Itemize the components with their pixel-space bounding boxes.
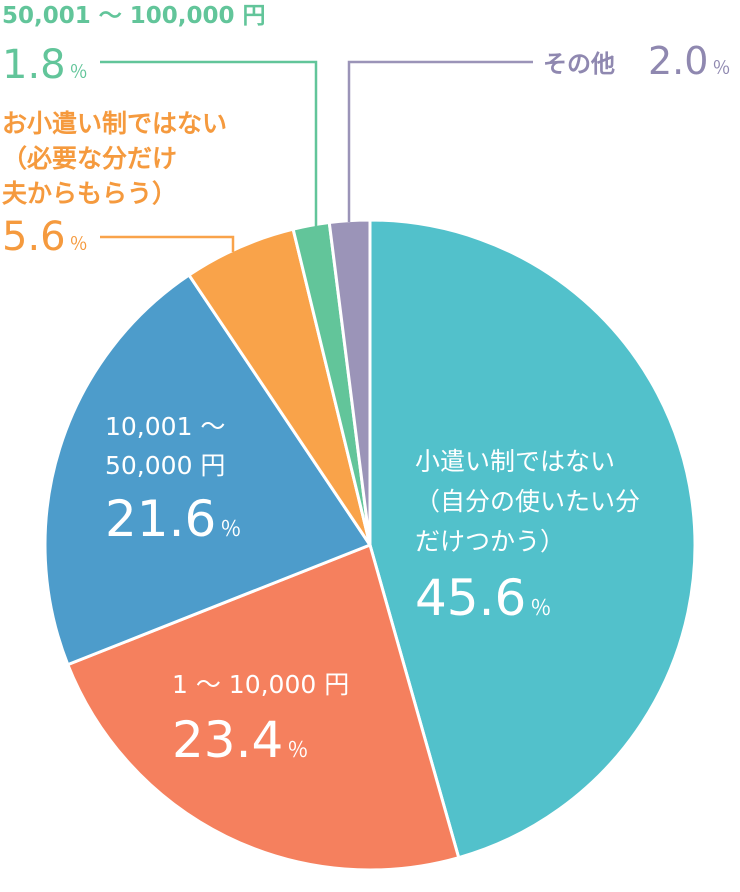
slice-category-label: 夫からもらう） bbox=[2, 179, 177, 208]
slice-label-other: その他 2.0 ％ bbox=[543, 39, 730, 83]
percent-unit: ％ bbox=[70, 62, 88, 83]
percent-unit: ％ bbox=[530, 596, 551, 620]
slice-category-label: 10,001 ～ bbox=[105, 412, 225, 441]
slice-value-label: 2.0 ％ bbox=[648, 39, 730, 83]
slice-category-label: 小遣い制ではない bbox=[415, 447, 615, 476]
pie-slice-no-allowance-self bbox=[368, 218, 697, 860]
slice-category-label: 50,000 円 bbox=[105, 451, 225, 480]
percent-unit: ％ bbox=[220, 517, 241, 541]
slice-category-label: （自分の使いたい分 bbox=[415, 487, 640, 516]
slice-category-label: お小遣い制ではない bbox=[2, 109, 227, 138]
percent-unit: ％ bbox=[70, 234, 88, 255]
leader-line-50001-100000 bbox=[100, 60, 318, 228]
slice-category-label: 1 ～ 10,000 円 bbox=[172, 670, 349, 699]
slice-category-label: （必要な分だけ bbox=[2, 144, 177, 173]
leader-line-other bbox=[347, 60, 533, 222]
slice-label-50001-100000: 50,001 ～ 100,000 円 1.8 ％ bbox=[2, 3, 266, 88]
percent-unit: ％ bbox=[287, 738, 308, 762]
slice-category-label: だけつかう） bbox=[415, 527, 565, 556]
leader-lines bbox=[100, 60, 533, 252]
pie-slices bbox=[43, 218, 697, 872]
slice-category-label: その他 bbox=[543, 50, 615, 78]
slice-value-label: 5.6 ％ bbox=[2, 214, 88, 260]
percent-unit: ％ bbox=[712, 58, 730, 79]
slice-category-label: 50,001 ～ 100,000 円 bbox=[2, 3, 266, 29]
slice-value-label: 1.8 ％ bbox=[2, 42, 88, 88]
leader-line-no-allowance-husband bbox=[100, 235, 235, 252]
pie-slice-10001-50000 bbox=[43, 273, 372, 667]
